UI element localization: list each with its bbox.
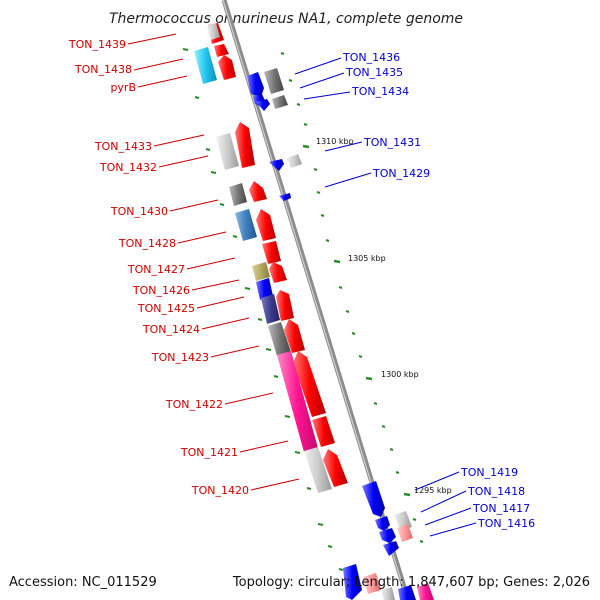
gc-ring [182, 48, 344, 571]
topology-text: Topology: circular; Length: 1,847,607 bp… [232, 575, 590, 590]
label-ton-1420[interactable]: TON_1420 [191, 484, 249, 497]
gene-ton-1417[interactable] [379, 528, 396, 543]
label-ton-1423[interactable]: TON_1423 [151, 351, 209, 364]
left-leaders [127, 33, 300, 491]
gene-ton-1421[interactable] [312, 416, 335, 447]
forward-genes [208, 23, 348, 487]
gene-bottom-2[interactable] [398, 585, 416, 600]
gene-ton-1433[interactable] [235, 122, 255, 168]
label-ton-1417[interactable]: TON_1417 [472, 502, 530, 515]
gene-ton-1431[interactable] [269, 159, 284, 171]
gene-ton-1418[interactable] [375, 516, 390, 531]
label-ton-1429[interactable]: TON_1429 [372, 167, 430, 180]
label-ton-1436[interactable]: TON_1436 [342, 51, 400, 64]
gene-khaki-1427[interactable] [252, 262, 270, 281]
gene-ton-1419[interactable] [362, 481, 385, 517]
gene-ton-1428[interactable] [256, 209, 276, 241]
other-genes [194, 23, 434, 600]
right-leaders [294, 57, 477, 537]
gene-lightgray-1420[interactable] [304, 447, 332, 493]
gene-navy-1425[interactable] [261, 294, 280, 324]
label-pyrb[interactable]: pyrB [110, 81, 136, 94]
label-ton-1426[interactable]: TON_1426 [132, 284, 190, 297]
label-ton-1432[interactable]: TON_1432 [99, 161, 157, 174]
label-ton-1427[interactable]: TON_1427 [127, 263, 185, 276]
label-ton-1438[interactable]: TON_1438 [74, 63, 132, 76]
gene-gray-1434[interactable] [272, 95, 288, 109]
gene-ton-1416[interactable] [383, 541, 399, 556]
label-ton-1428[interactable]: TON_1428 [118, 237, 176, 250]
scale-label-1300: 1300 kbp [381, 370, 419, 379]
gene-lightgray-1433[interactable] [216, 133, 239, 170]
reverse-genes [247, 72, 416, 600]
gene-gray-1435[interactable] [264, 68, 284, 94]
gene-cyan[interactable] [194, 47, 217, 84]
scale-labels: 1310 kbp 1305 kbp 1300 kbp 1295 kbp [316, 137, 452, 495]
right-labels: TON_1436 TON_1435 TON_1434 TON_1431 TON_… [342, 51, 535, 530]
gene-gray-bottom[interactable] [381, 587, 395, 600]
label-ton-1433[interactable]: TON_1433 [94, 140, 152, 153]
label-ton-1431[interactable]: TON_1431 [363, 136, 421, 149]
label-ton-1435[interactable]: TON_1435 [345, 66, 403, 79]
gene-ton-1420[interactable] [323, 449, 348, 487]
gene-blue-1426[interactable] [256, 278, 273, 300]
gene-pink-bottom[interactable] [417, 583, 434, 600]
label-ton-1418[interactable]: TON_1418 [467, 485, 525, 498]
label-ton-1430[interactable]: TON_1430 [110, 205, 168, 218]
label-ton-1421[interactable]: TON_1421 [180, 446, 238, 459]
gene-ton-1425[interactable] [276, 290, 294, 321]
gene-steel-1428[interactable] [235, 209, 257, 241]
gene-ton-1438[interactable] [218, 55, 236, 80]
gene-lightgray-top[interactable] [207, 23, 220, 40]
gene-ton-1426[interactable] [269, 262, 287, 283]
label-ton-1422[interactable]: TON_1422 [165, 398, 223, 411]
gene-pink-1422[interactable] [277, 351, 318, 452]
gene-ton-1427b[interactable] [262, 241, 281, 264]
label-ton-1424[interactable]: TON_1424 [142, 323, 200, 336]
scale-label-1305: 1305 kbp [348, 254, 386, 263]
label-ton-1425[interactable]: TON_1425 [137, 302, 195, 315]
gene-pinklt-1416[interactable] [397, 524, 413, 542]
gene-ton-1424[interactable] [284, 319, 305, 353]
label-ton-1439[interactable]: TON_1439 [68, 38, 126, 51]
gene-ton-1422[interactable] [293, 351, 326, 417]
gene-bottom-1[interactable] [343, 564, 362, 600]
label-ton-1434[interactable]: TON_1434 [351, 85, 409, 98]
gene-lightgray-bottom[interactable] [363, 573, 381, 594]
gene-lightgray-1431[interactable] [287, 154, 302, 168]
gene-gray-1430[interactable] [229, 183, 247, 206]
gene-ton-1437[interactable] [214, 44, 229, 57]
scale-ring [280, 52, 424, 543]
accession-text: Accession: NC_011529 [9, 575, 157, 590]
gene-ton-1434[interactable] [256, 99, 270, 111]
scale-label-1295: 1295 kbp [414, 486, 452, 495]
scale-label-1310: 1310 kbp [316, 137, 354, 146]
gene-ton-1432[interactable] [249, 181, 267, 202]
gene-gray-1423[interactable] [268, 322, 291, 356]
label-ton-1416[interactable]: TON_1416 [477, 517, 535, 530]
label-ton-1419[interactable]: TON_1419 [460, 466, 518, 479]
left-labels: TON_1439 TON_1438 pyrB TON_1433 TON_1432… [68, 38, 249, 497]
gene-ton-1429[interactable] [279, 193, 291, 201]
gene-ton-1436[interactable] [247, 72, 264, 97]
map-title: Thermococcus onnurineus NA1, complete ge… [109, 11, 463, 27]
